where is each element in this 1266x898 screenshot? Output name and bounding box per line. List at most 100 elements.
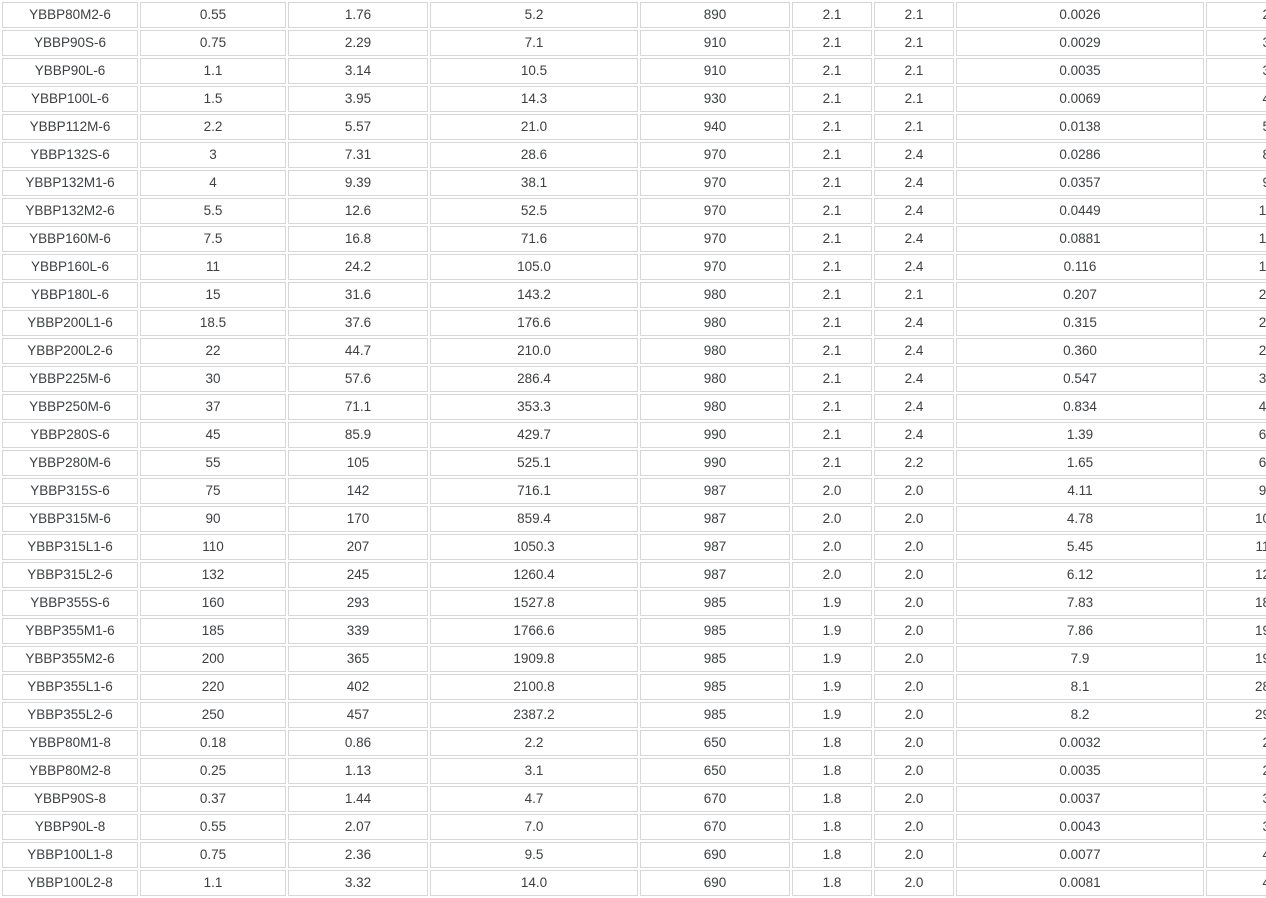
cell-speed_rpm: 985 xyxy=(640,674,790,700)
cell-torque_nm: 429.7 xyxy=(430,422,638,448)
cell-model: YBBP80M1-8 xyxy=(2,730,138,756)
cell-ratio_2: 2.2 xyxy=(874,450,954,476)
cell-ratio_1: 2.1 xyxy=(792,86,872,112)
cell-torque_nm: 5.2 xyxy=(430,2,638,28)
cell-model: YBBP132M2-6 xyxy=(2,198,138,224)
cell-current_a: 2.36 xyxy=(288,842,428,868)
cell-current_a: 365 xyxy=(288,646,428,672)
cell-inertia: 7.9 xyxy=(956,646,1204,672)
cell-ratio_1: 2.1 xyxy=(792,394,872,420)
cell-model: YBBP315M-6 xyxy=(2,506,138,532)
cell-ratio_1: 2.1 xyxy=(792,310,872,336)
cell-current_a: 85.9 xyxy=(288,422,428,448)
cell-model: YBBP100L-6 xyxy=(2,86,138,112)
cell-inertia: 7.86 xyxy=(956,618,1204,644)
cell-torque_nm: 716.1 xyxy=(430,478,638,504)
cell-model: YBBP90L-6 xyxy=(2,58,138,84)
cell-current_a: 170 xyxy=(288,506,428,532)
cell-torque_nm: 14.0 xyxy=(430,870,638,896)
cell-torque_nm: 4.7 xyxy=(430,786,638,812)
cell-speed_rpm: 985 xyxy=(640,590,790,616)
table-row: YBBP200L1-618.537.6176.69802.12.40.31525… xyxy=(2,310,1266,336)
cell-ratio_2: 2.0 xyxy=(874,534,954,560)
cell-model: YBBP280S-6 xyxy=(2,422,138,448)
cell-power_kw: 11 xyxy=(140,254,286,280)
cell-ratio_2: 2.0 xyxy=(874,618,954,644)
cell-speed_rpm: 980 xyxy=(640,338,790,364)
cell-speed_rpm: 990 xyxy=(640,450,790,476)
cell-ratio_2: 2.1 xyxy=(874,282,954,308)
cell-model: YBBP200L2-6 xyxy=(2,338,138,364)
cell-speed_rpm: 910 xyxy=(640,30,790,56)
cell-power_kw: 2.2 xyxy=(140,114,286,140)
cell-speed_rpm: 987 xyxy=(640,534,790,560)
cell-model: YBBP355L2-6 xyxy=(2,702,138,728)
cell-model: YBBP315S-6 xyxy=(2,478,138,504)
cell-ratio_2: 2.4 xyxy=(874,170,954,196)
cell-inertia: 0.0043 xyxy=(956,814,1204,840)
cell-ratio_2: 2.4 xyxy=(874,198,954,224)
cell-ratio_1: 2.0 xyxy=(792,478,872,504)
cell-ratio_2: 2.0 xyxy=(874,478,954,504)
cell-current_a: 3.95 xyxy=(288,86,428,112)
cell-torque_nm: 859.4 xyxy=(430,506,638,532)
cell-current_a: 2.29 xyxy=(288,30,428,56)
cell-model: YBBP100L2-8 xyxy=(2,870,138,896)
cell-torque_nm: 105.0 xyxy=(430,254,638,280)
cell-power_kw: 160 xyxy=(140,590,286,616)
cell-ratio_2: 2.4 xyxy=(874,226,954,252)
cell-weight_kg: 35 xyxy=(1206,786,1266,812)
cell-inertia: 0.0138 xyxy=(956,114,1204,140)
cell-weight_kg: 88 xyxy=(1206,142,1266,168)
cell-model: YBBP80M2-6 xyxy=(2,2,138,28)
cell-inertia: 5.45 xyxy=(956,534,1204,560)
cell-power_kw: 220 xyxy=(140,674,286,700)
cell-inertia: 0.0029 xyxy=(956,30,1204,56)
cell-ratio_1: 2.1 xyxy=(792,58,872,84)
cell-current_a: 1.44 xyxy=(288,786,428,812)
cell-torque_nm: 52.5 xyxy=(430,198,638,224)
cell-weight_kg: 280 xyxy=(1206,338,1266,364)
cell-model: YBBP180L-6 xyxy=(2,282,138,308)
cell-current_a: 16.8 xyxy=(288,226,428,252)
cell-current_a: 9.39 xyxy=(288,170,428,196)
cell-ratio_1: 2.0 xyxy=(792,562,872,588)
cell-current_a: 142 xyxy=(288,478,428,504)
cell-weight_kg: 250 xyxy=(1206,310,1266,336)
cell-model: YBBP90L-8 xyxy=(2,814,138,840)
cell-speed_rpm: 980 xyxy=(640,366,790,392)
cell-current_a: 3.32 xyxy=(288,870,428,896)
cell-power_kw: 1.5 xyxy=(140,86,286,112)
cell-power_kw: 0.75 xyxy=(140,842,286,868)
cell-ratio_1: 1.8 xyxy=(792,758,872,784)
cell-current_a: 2.07 xyxy=(288,814,428,840)
cell-ratio_1: 1.9 xyxy=(792,702,872,728)
cell-power_kw: 45 xyxy=(140,422,286,448)
cell-power_kw: 5.5 xyxy=(140,198,286,224)
cell-ratio_1: 2.1 xyxy=(792,2,872,28)
cell-inertia: 6.12 xyxy=(956,562,1204,588)
cell-current_a: 24.2 xyxy=(288,254,428,280)
cell-inertia: 0.0026 xyxy=(956,2,1204,28)
cell-power_kw: 37 xyxy=(140,394,286,420)
cell-ratio_2: 2.0 xyxy=(874,842,954,868)
cell-weight_kg: 930 xyxy=(1206,478,1266,504)
cell-ratio_2: 2.0 xyxy=(874,562,954,588)
cell-power_kw: 90 xyxy=(140,506,286,532)
cell-weight_kg: 37 xyxy=(1206,58,1266,84)
cell-inertia: 0.0032 xyxy=(956,730,1204,756)
cell-torque_nm: 1527.8 xyxy=(430,590,638,616)
cell-inertia: 8.2 xyxy=(956,702,1204,728)
cell-ratio_1: 2.1 xyxy=(792,282,872,308)
cell-ratio_2: 2.0 xyxy=(874,758,954,784)
